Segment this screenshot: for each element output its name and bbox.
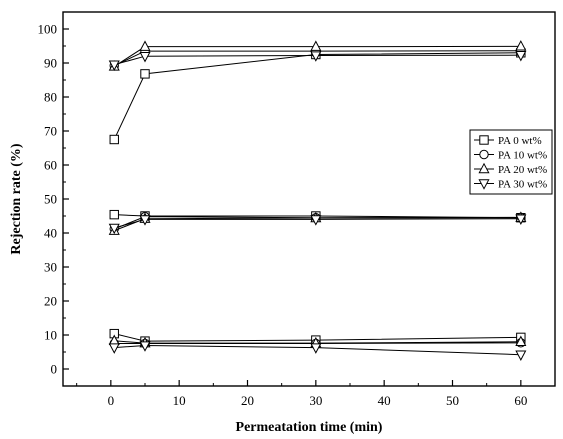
data-point-triangle-down xyxy=(139,215,151,226)
data-point-triangle-down xyxy=(515,350,527,361)
plot-area-border xyxy=(62,11,556,387)
series-line xyxy=(114,340,521,344)
data-point-triangle-down xyxy=(310,215,322,226)
y-tick-label: 70 xyxy=(44,124,57,139)
x-tick-label: 40 xyxy=(378,393,391,408)
legend-label: PA 20 wt% xyxy=(498,164,547,176)
series-line xyxy=(113,52,521,140)
data-point-triangle-up xyxy=(139,40,151,51)
series-pa-30-wt- xyxy=(108,50,527,361)
data-point-triangle-down xyxy=(139,341,151,352)
series-line xyxy=(114,218,521,229)
legend-label: PA 0 wt% xyxy=(498,135,542,147)
legend: PA 0 wt% PA 10 wt% PA 20 wt% PA 30 wt% xyxy=(469,129,553,195)
y-tick-label: 90 xyxy=(44,56,57,71)
x-tick-label: 30 xyxy=(309,393,322,408)
data-point-triangle-down xyxy=(139,52,151,63)
x-tick-label: 10 xyxy=(173,393,186,408)
legend-marker-triangle-down xyxy=(478,179,490,190)
data-point-square xyxy=(109,209,119,220)
data-point-triangle-down xyxy=(108,60,120,71)
data-point-triangle-up xyxy=(515,40,527,51)
data-point-square xyxy=(109,134,119,145)
y-axis-ticks: 0 10 20 30 40 50 60 70 80 90 100 xyxy=(38,22,69,377)
series-pa-10-wt- xyxy=(109,46,526,349)
y-tick-label: 20 xyxy=(44,294,57,309)
data-point-triangle-up xyxy=(310,40,322,51)
y-tick-label: 0 xyxy=(51,362,58,377)
x-tick-label: 60 xyxy=(514,393,527,408)
data-point-triangle-down xyxy=(515,50,527,62)
data-point-triangle-down xyxy=(108,223,120,235)
x-tick-label: 20 xyxy=(241,393,254,408)
series-line xyxy=(114,217,521,232)
x-tick-label: 0 xyxy=(108,393,115,408)
legend-label: PA 10 wt% xyxy=(498,150,547,162)
legend-marker-circle xyxy=(479,149,489,160)
series-line xyxy=(113,45,521,67)
y-tick-label: 100 xyxy=(38,22,58,37)
x-axis-title: Permeatation time (min) xyxy=(236,420,383,435)
plot-frame xyxy=(62,11,556,387)
series-line xyxy=(114,333,521,342)
data-point-triangle-down xyxy=(310,343,322,354)
legend-marker-triangle-up xyxy=(478,162,490,174)
x-axis-ticks: 0 10 20 30 40 50 60 xyxy=(76,380,556,408)
y-tick-label: 10 xyxy=(44,328,57,343)
y-axis-title: Rejection rate (%) xyxy=(9,143,24,255)
y-tick-label: 30 xyxy=(44,260,57,275)
series-line xyxy=(114,214,521,219)
series-line xyxy=(114,54,521,66)
y-tick-label: 40 xyxy=(44,226,57,241)
series-line xyxy=(114,345,521,356)
legend-label: PA 30 wt% xyxy=(498,179,547,191)
data-point-triangle-up xyxy=(515,335,527,346)
x-tick-label: 50 xyxy=(446,393,459,408)
y-tick-label: 50 xyxy=(44,192,57,207)
legend-marker-square xyxy=(479,135,489,145)
data-point-triangle-down xyxy=(108,343,120,354)
data-point-triangle-down xyxy=(310,51,322,62)
y-tick-label: 60 xyxy=(44,158,57,173)
data-point-square xyxy=(140,69,150,79)
data-point-triangle-down xyxy=(515,214,527,225)
series-line xyxy=(114,50,521,67)
series-pa-0-wt- xyxy=(109,48,526,346)
series-pa-20-wt- xyxy=(108,40,527,348)
series-layer xyxy=(108,40,527,361)
y-tick-label: 80 xyxy=(44,90,57,105)
